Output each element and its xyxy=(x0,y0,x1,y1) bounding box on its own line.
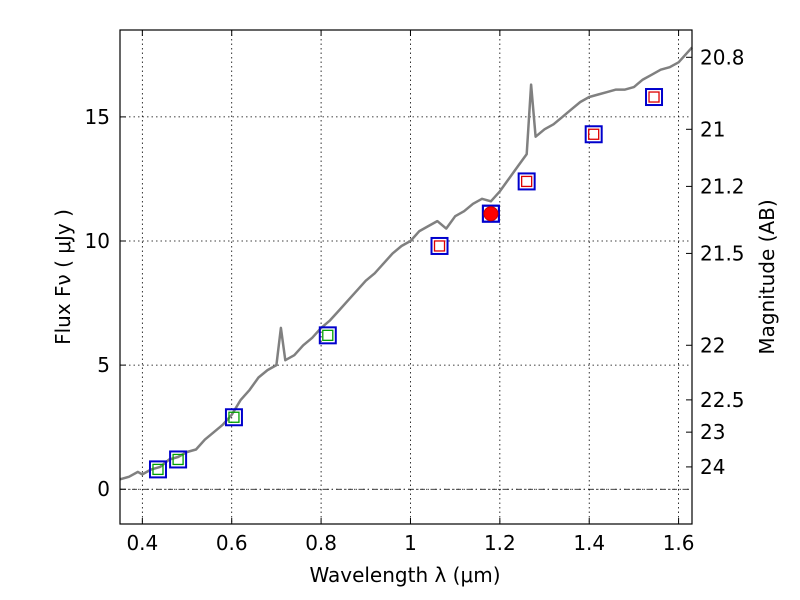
blue-square-marker xyxy=(318,326,337,345)
right-tick-label: 24 xyxy=(700,455,725,479)
green-square-marker xyxy=(322,329,334,341)
red-square-marker xyxy=(588,128,600,140)
grid-layer xyxy=(120,30,692,524)
red-square-marker xyxy=(521,175,533,188)
x-tick-label: 0.6 xyxy=(216,531,248,555)
x-axis-label: Wavelength λ (μm) xyxy=(309,563,500,587)
blue-square-marker xyxy=(517,172,536,191)
right-axis-label: Magnitude (AB) xyxy=(755,199,779,354)
y-tick-label: 5 xyxy=(97,353,110,377)
x-tick-label: 0.4 xyxy=(126,531,158,555)
ticks-layer: 0.4 0.6 0.8 1 1.2 1.4 1.6 0 5 10 15 20.8 21 21.2 21.5 2… xyxy=(85,30,745,555)
x-tick-label: 0.8 xyxy=(305,531,337,555)
right-tick-label: 21.2 xyxy=(700,174,745,198)
blue-square-marker xyxy=(224,408,243,427)
red-circle-frame xyxy=(481,204,500,223)
right-tick-label: 20.8 xyxy=(700,45,745,69)
x-tick-label: 1.2 xyxy=(484,531,516,555)
y-axis-label: Flux Fν ( μJy ) xyxy=(51,209,75,345)
x-tick-label: 1 xyxy=(404,531,417,555)
green-square-marker xyxy=(172,453,184,466)
x-tick-label: 1.6 xyxy=(663,531,695,555)
right-tick-label: 22.5 xyxy=(700,388,745,412)
blue-square-marker xyxy=(148,460,167,479)
right-tick-label: 22 xyxy=(700,333,725,357)
y-tick-label: 0 xyxy=(97,477,110,501)
x-tick-label: 1.4 xyxy=(573,531,605,555)
right-tick-label: 21 xyxy=(700,117,725,141)
green-square-marker xyxy=(228,411,240,423)
blue-square-marker xyxy=(645,88,664,107)
red-circle-marker xyxy=(483,206,499,222)
series-layer xyxy=(119,46,693,481)
y-tick-label: 10 xyxy=(85,229,110,253)
blue-square-marker xyxy=(169,450,188,469)
right-tick-label: 23 xyxy=(700,420,725,444)
red-square-marker xyxy=(648,91,660,103)
blue-square-marker xyxy=(430,236,449,255)
plot-frame xyxy=(119,29,693,525)
y-tick-label: 15 xyxy=(85,105,110,129)
red-square-marker xyxy=(433,240,446,252)
green-square-marker xyxy=(152,463,164,476)
marker-layer xyxy=(148,88,664,479)
right-tick-label: 21.5 xyxy=(700,241,745,265)
spectrum-line xyxy=(119,46,693,481)
blue-square-marker xyxy=(584,125,603,144)
